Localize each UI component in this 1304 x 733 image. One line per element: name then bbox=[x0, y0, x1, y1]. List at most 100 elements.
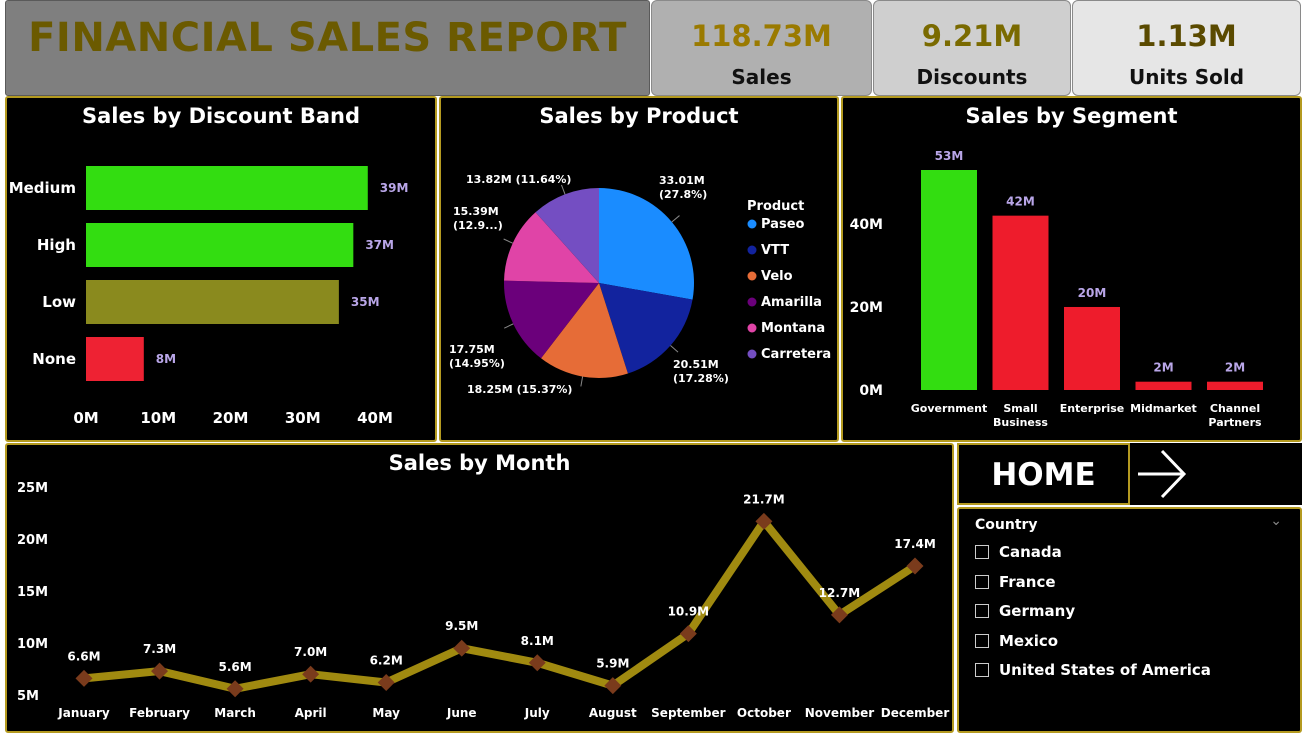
kpi-value-discounts: 9.21M bbox=[921, 19, 1023, 53]
segment-bar bbox=[1207, 381, 1263, 390]
discount-x-tick: 20M bbox=[213, 409, 249, 427]
checkbox-icon[interactable] bbox=[975, 574, 989, 589]
segment-category-label: Channel Partners bbox=[1208, 402, 1262, 429]
month-y-tick: 15M bbox=[17, 585, 48, 600]
pie-data-label: 18.25M (15.37%) bbox=[467, 383, 572, 396]
discount-bar bbox=[86, 166, 368, 210]
discount-bar bbox=[86, 280, 339, 324]
slicer-option[interactable]: France bbox=[975, 571, 1056, 593]
segment-data-label: 42M bbox=[1006, 195, 1035, 209]
chevron-down-icon[interactable]: ⌄ bbox=[1270, 513, 1282, 529]
month-category-label: May bbox=[372, 706, 400, 720]
home-button-label: HOME bbox=[991, 457, 1096, 493]
segment-chart-title: Sales by Segment bbox=[965, 104, 1178, 128]
segment-data-label: 53M bbox=[935, 149, 964, 163]
kpi-value-units-sold: 1.13M bbox=[1136, 19, 1237, 53]
segment-category-label: Small Business bbox=[993, 402, 1048, 429]
checkbox-icon[interactable] bbox=[975, 604, 989, 618]
pie-leader-line bbox=[671, 215, 680, 223]
discount-data-label: 37M bbox=[365, 238, 394, 252]
month-data-point bbox=[302, 665, 320, 683]
pie-slice bbox=[535, 188, 599, 283]
month-data-point bbox=[528, 654, 546, 672]
discount-x-tick: 10M bbox=[140, 409, 176, 427]
pie-leader-line bbox=[670, 345, 679, 353]
month-data-label: 12.7M bbox=[819, 586, 861, 600]
discount-data-label: 39M bbox=[380, 181, 409, 195]
month-y-tick: 20M bbox=[17, 533, 48, 548]
discount-x-tick: 0M bbox=[73, 409, 98, 427]
month-data-label: 7.3M bbox=[143, 642, 176, 656]
month-category-label: July bbox=[524, 706, 550, 720]
month-data-label: 6.2M bbox=[370, 654, 403, 668]
slicer-option[interactable]: Canada bbox=[975, 541, 1062, 563]
discount-data-label: 35M bbox=[351, 295, 380, 309]
home-button[interactable]: HOME bbox=[957, 443, 1130, 505]
month-category-label: June bbox=[446, 706, 477, 720]
kpi-card-sales: 118.73M Sales bbox=[651, 0, 872, 96]
pie-slice bbox=[599, 188, 694, 300]
report-title-box: FINANCIAL SALES REPORT bbox=[5, 0, 650, 96]
pie-leader-line bbox=[580, 376, 584, 387]
month-category-label: March bbox=[214, 706, 256, 720]
month-data-label: 10.9M bbox=[668, 605, 710, 619]
pie-data-label: 20.51M (17.28%) bbox=[673, 358, 729, 385]
month-category-label: August bbox=[589, 706, 637, 720]
discount-bar bbox=[86, 223, 354, 267]
slicer-option-label: Germany bbox=[999, 602, 1076, 620]
slicer-option[interactable]: Germany bbox=[975, 600, 1075, 622]
segment-category-label: Midmarket bbox=[1130, 402, 1197, 415]
segment-bar bbox=[992, 215, 1049, 390]
checkbox-icon[interactable] bbox=[975, 633, 989, 648]
kpi-label-sales: Sales bbox=[731, 65, 792, 89]
month-data-point bbox=[151, 662, 169, 680]
month-data-point bbox=[75, 669, 93, 687]
discount-category-label: High bbox=[37, 236, 76, 254]
slicer-option-label: Canada bbox=[999, 543, 1062, 561]
discount-x-tick: 40M bbox=[357, 409, 393, 427]
pie-legend-label: Velo bbox=[761, 269, 793, 284]
next-page-button[interactable] bbox=[1130, 443, 1302, 505]
month-category-label: October bbox=[737, 706, 791, 720]
month-category-label: December bbox=[881, 706, 950, 720]
kpi-value-sales: 118.73M bbox=[691, 19, 832, 53]
pie-legend-label: Carretera bbox=[761, 347, 831, 362]
pie-data-label: 13.82M (11.64%) bbox=[466, 173, 571, 186]
pie-data-label: 15.39M (12.9...) bbox=[453, 205, 503, 232]
discount-category-label: Low bbox=[42, 293, 76, 311]
slicer-option[interactable]: Mexico bbox=[975, 630, 1058, 652]
checkbox-icon[interactable] bbox=[975, 663, 989, 677]
pie-legend-marker bbox=[747, 323, 757, 333]
segment-data-label: 2M bbox=[1225, 361, 1245, 375]
segment-chart-panel: Sales by Segment 0M 20M 40M 53M Government 42… bbox=[841, 96, 1302, 442]
arrow-right-icon bbox=[1138, 449, 1187, 499]
month-data-label: 7.0M bbox=[294, 645, 327, 659]
slicer-title: Country bbox=[975, 517, 1038, 533]
checkbox-icon[interactable] bbox=[975, 545, 989, 559]
segment-category-label: Enterprise bbox=[1060, 402, 1125, 415]
segment-data-label: 20M bbox=[1078, 286, 1107, 300]
pie-data-label: 33.01M (27.8%) bbox=[659, 174, 707, 201]
month-chart-title: Sales by Month bbox=[388, 451, 571, 475]
slicer-option-label: Mexico bbox=[999, 631, 1059, 650]
segment-y-tick: 40M bbox=[850, 217, 883, 233]
pie-slice bbox=[541, 283, 628, 378]
month-data-point bbox=[830, 606, 848, 624]
pie-legend-marker bbox=[747, 245, 757, 255]
month-data-point bbox=[679, 625, 697, 643]
kpi-label-units-sold: Units Sold bbox=[1128, 65, 1245, 89]
slicer-option[interactable]: United States of America bbox=[975, 659, 1211, 681]
discount-chart-title: Sales by Discount Band bbox=[82, 104, 360, 128]
month-data-label: 21.7M bbox=[743, 492, 785, 506]
pie-legend-label: Amarilla bbox=[761, 295, 822, 310]
pie-leader-line bbox=[503, 238, 513, 244]
month-data-label: 5.9M bbox=[596, 657, 629, 671]
month-data-point bbox=[906, 557, 924, 575]
segment-y-tick: 0M bbox=[859, 383, 883, 399]
month-chart-panel: Sales by Month 5M 10M 15M 20M 25M 6.6M January… bbox=[5, 443, 954, 733]
country-slicer: Country ⌄ Canada France Germany Mexico Unite… bbox=[957, 507, 1302, 733]
segment-category-label: Government bbox=[911, 402, 987, 415]
month-data-point bbox=[604, 677, 622, 695]
month-data-label: 5.6M bbox=[218, 660, 251, 674]
month-category-label: November bbox=[805, 706, 874, 720]
